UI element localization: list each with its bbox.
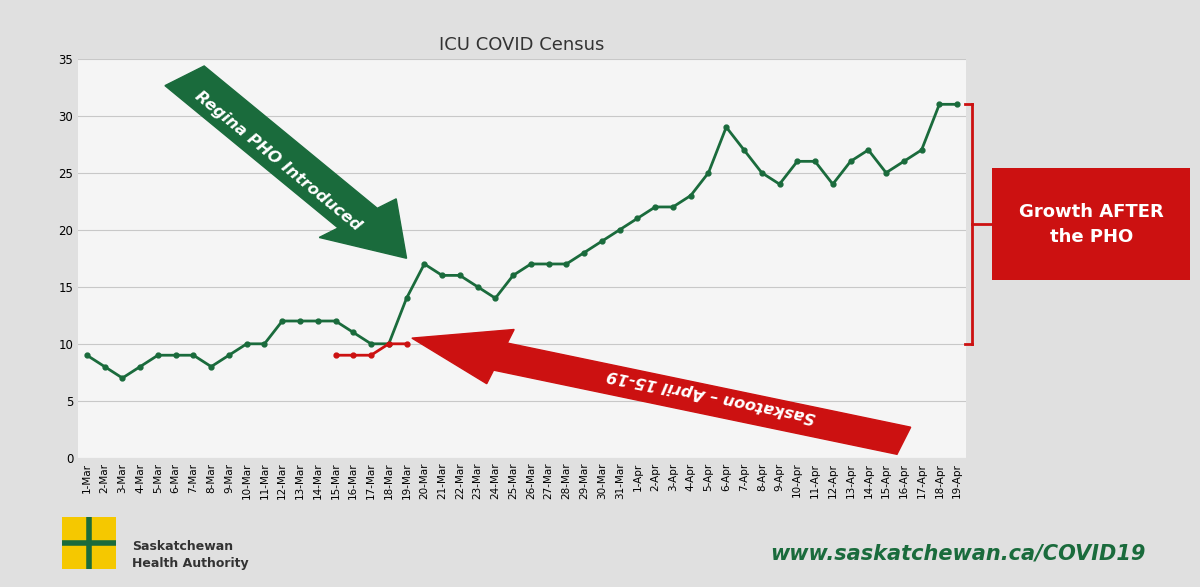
Title: ICU COVID Census: ICU COVID Census: [439, 36, 605, 55]
Text: www.saskatchewan.ca/COVID19: www.saskatchewan.ca/COVID19: [770, 544, 1146, 564]
Text: Saskatchewan
Health Authority: Saskatchewan Health Authority: [132, 539, 248, 570]
Text: Growth AFTER
the PHO: Growth AFTER the PHO: [1019, 203, 1164, 245]
Polygon shape: [164, 66, 407, 258]
Polygon shape: [412, 329, 911, 454]
Text: Regina PHO Introduced: Regina PHO Introduced: [192, 89, 364, 234]
Text: Saskatoon – April 15-19: Saskatoon – April 15-19: [606, 366, 817, 424]
